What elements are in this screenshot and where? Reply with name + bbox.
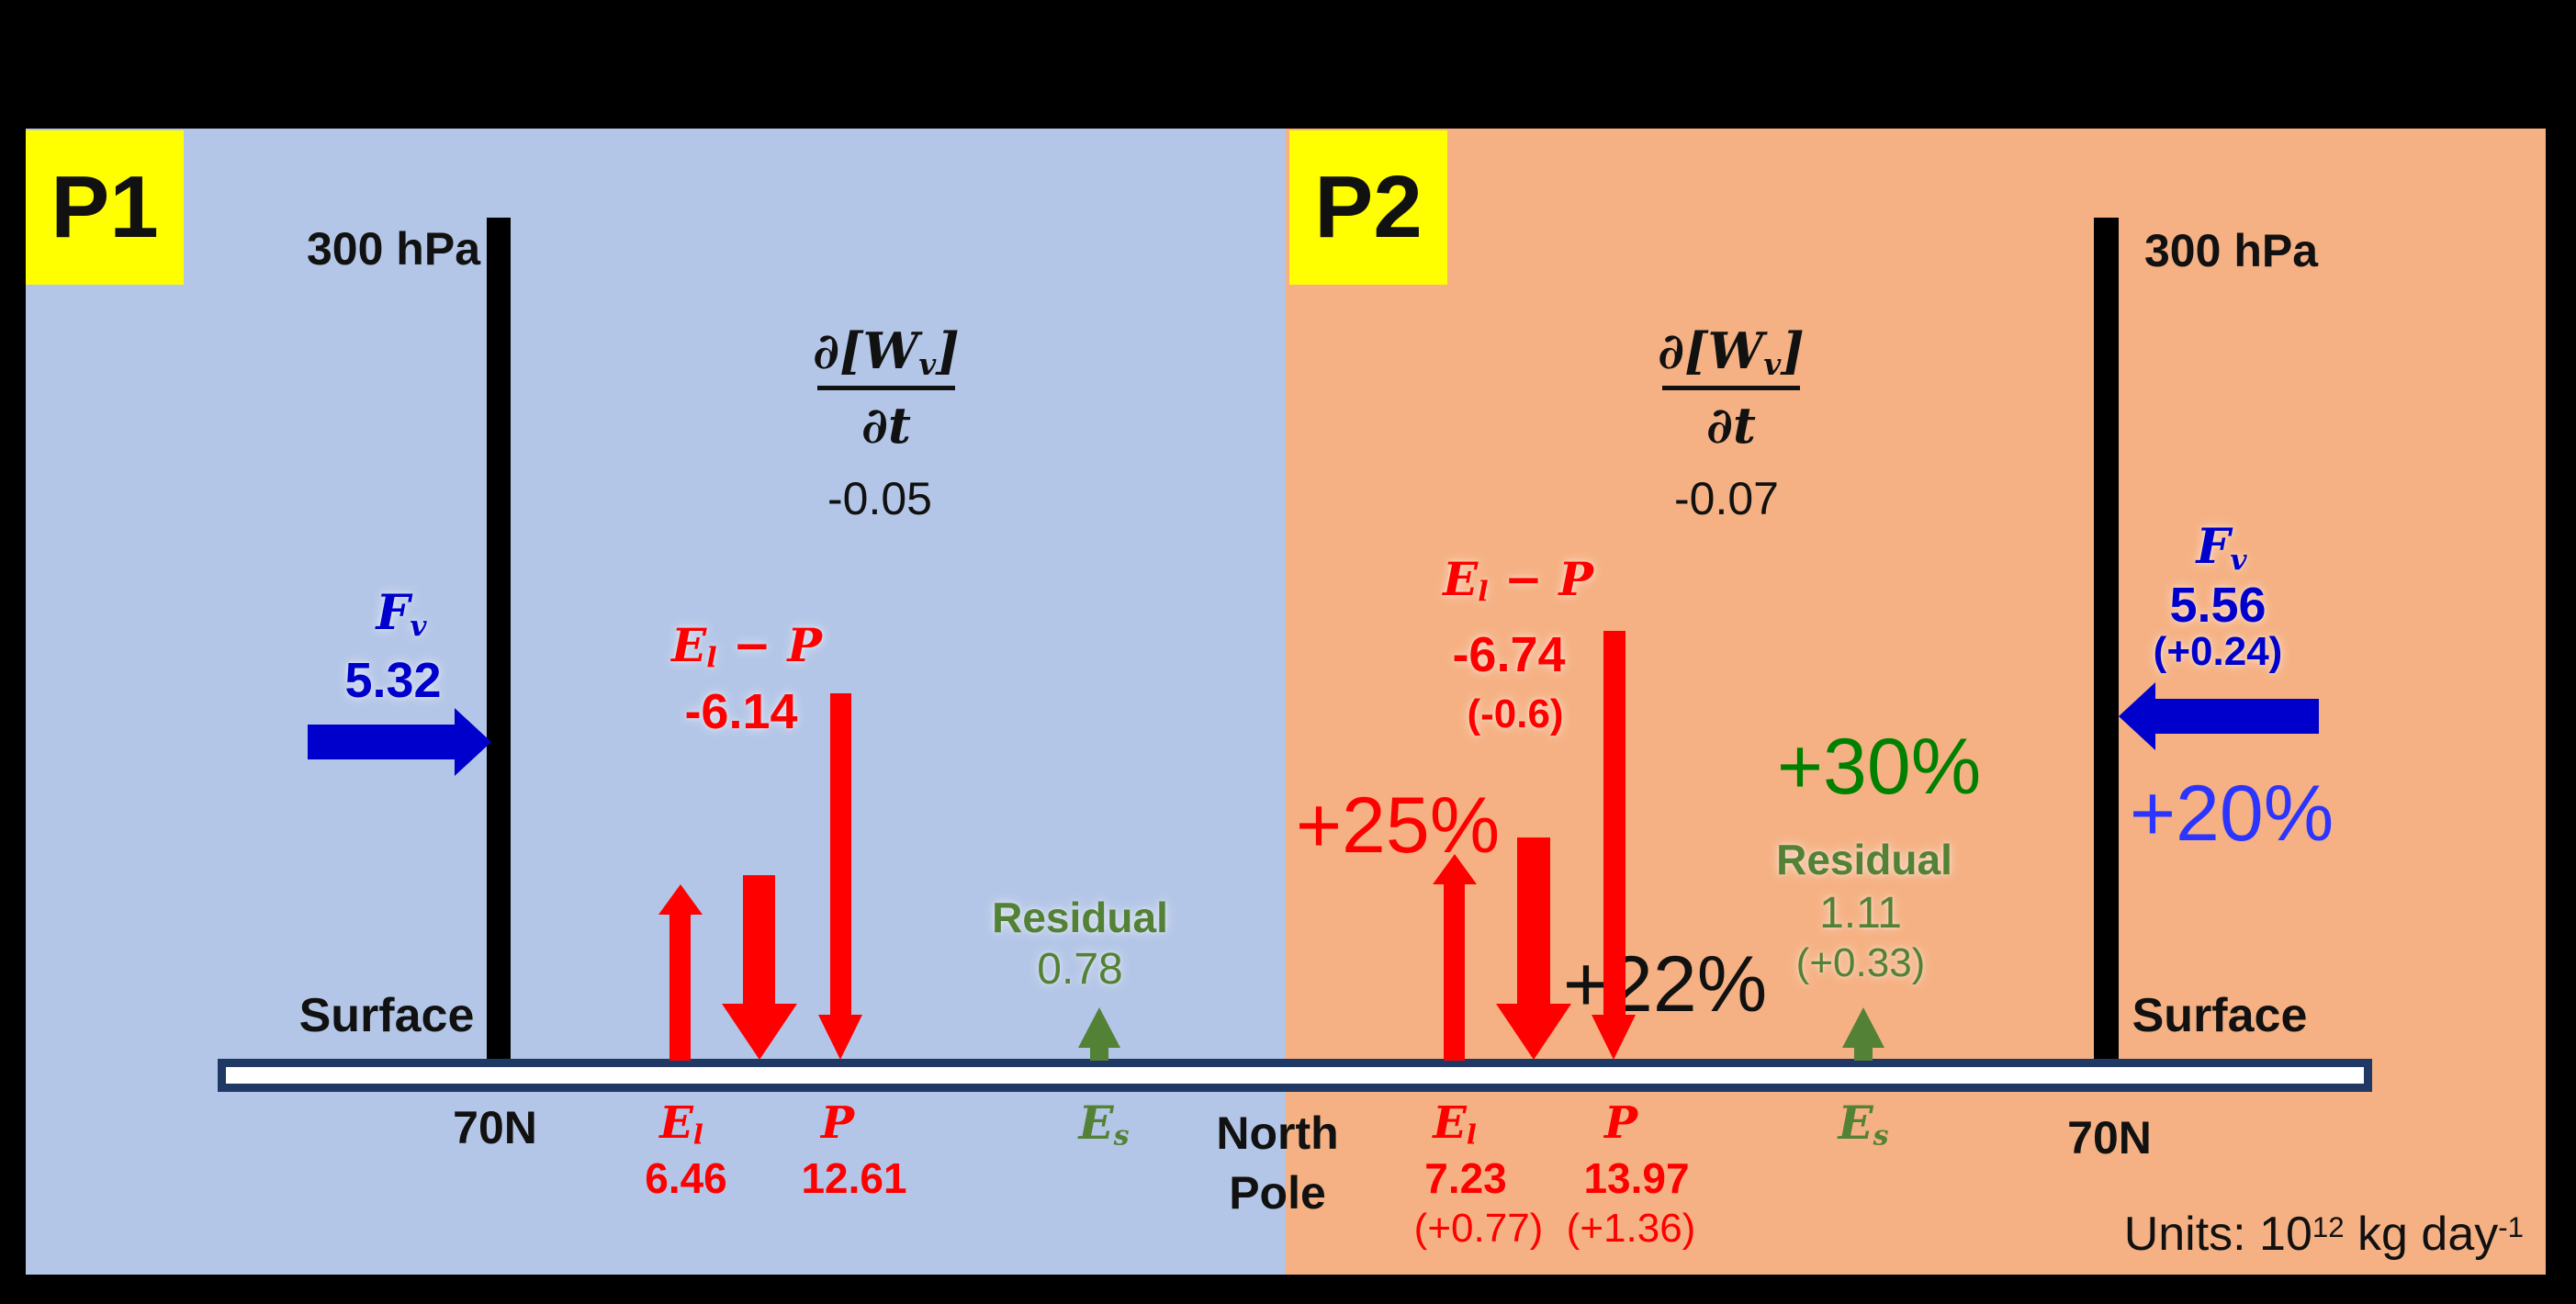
p2-precip-label: P — [1603, 1097, 1638, 1149]
p1-residual-value: 0.78 — [1037, 945, 1123, 994]
p2-storage-term: ∂[Wv] ∂t — [1658, 321, 1805, 455]
p2-surface-label: Surface — [2132, 989, 2308, 1042]
p2-fraction-bar — [1662, 386, 1800, 391]
p1-storage-term: ∂[Wv] ∂t — [813, 321, 960, 455]
p2-lat-label: 70N — [2067, 1112, 2152, 1163]
p1-residual-label: Residual — [992, 894, 1168, 941]
p2-storage-numerator: ∂[Wv] — [1658, 321, 1805, 383]
p2-net-arrow-shaft — [1517, 837, 1550, 1004]
surface-bar — [218, 1059, 2372, 1092]
p2-fv-label: Fv — [2196, 519, 2247, 577]
p2-300hpa-label: 300 hPa — [2144, 225, 2319, 276]
p1-fraction-bar — [817, 386, 955, 391]
p1-storage-numerator: ∂[Wv] — [813, 321, 960, 383]
p2-net-value: -6.74 — [1452, 627, 1566, 682]
p1-evap-arrow-head — [658, 884, 703, 915]
p1-residual-arrow-shaft — [1090, 1048, 1108, 1061]
p2-residual-delta: (+0.33) — [1795, 940, 1926, 985]
units-label: Units: 1012 kg day-1 — [2123, 1208, 2524, 1261]
p1-precip-arrow-shaft — [830, 693, 851, 1015]
p2-evap-label: El — [1433, 1097, 1477, 1151]
p1-residual-arrow-head — [1078, 1007, 1120, 1048]
p2-fv-arrow-shaft — [2155, 699, 2319, 734]
p1-evap-label: El — [659, 1097, 703, 1151]
p1-fv-arrow-shaft — [308, 725, 455, 759]
p1-lat-label: 70N — [453, 1102, 537, 1153]
p2-residual-arrow-head — [1842, 1007, 1884, 1048]
p1-atmosphere-column — [487, 218, 511, 1059]
p1-precip-value: 12.61 — [801, 1154, 907, 1202]
p1-es-label: Es — [1078, 1096, 1130, 1152]
p1-tag: P1 — [26, 130, 184, 285]
p1-tag-label: P1 — [51, 158, 159, 256]
p2-net-arrow-head — [1496, 1004, 1571, 1060]
p1-net-value: -6.14 — [684, 684, 798, 739]
p1-precip-arrow-head — [818, 1015, 862, 1060]
p2-net-delta: (-0.6) — [1467, 691, 1564, 736]
p2-evap-delta: (+0.77) — [1413, 1206, 1544, 1251]
p1-fv-label: Fv — [376, 585, 427, 643]
p2-net-label: El − P — [1443, 552, 1593, 609]
p1-evap-value: 6.46 — [645, 1154, 727, 1202]
p2-precip-arrow-shaft — [1603, 631, 1625, 1015]
north-pole-label-line2: Pole — [1229, 1167, 1326, 1219]
p1-net-arrow-head — [722, 1004, 797, 1060]
p2-precip-delta: (+1.36) — [1566, 1206, 1696, 1251]
p2-fv-delta: (+0.24) — [2153, 629, 2283, 674]
p2-precip-arrow-head — [1592, 1015, 1636, 1060]
p2-storage-value: -0.07 — [1674, 473, 1779, 524]
p2-evap-percent: +25% — [1295, 781, 1501, 870]
p1-precip-label: P — [820, 1097, 855, 1149]
p2-residual-percent: +30% — [1776, 723, 1982, 811]
p2-tag: P2 — [1289, 130, 1447, 285]
p2-evap-arrow-shaft — [1444, 883, 1465, 1061]
p1-net-label: El − P — [671, 618, 822, 675]
p2-precip-value: 13.97 — [1583, 1154, 1690, 1202]
p2-fv-value: 5.56 — [2169, 578, 2267, 633]
p2-es-label: Es — [1838, 1096, 1889, 1152]
p1-fv-arrow-head — [455, 708, 491, 776]
p2-tag-label: P2 — [1314, 158, 1423, 256]
p2-fv-arrow-head — [2119, 682, 2155, 750]
p2-precip-percent: +22% — [1562, 940, 1768, 1029]
p2-evap-arrow-head — [1433, 854, 1477, 884]
p2-storage-denominator: ∂t — [1706, 396, 1756, 455]
p2-evap-value: 7.23 — [1424, 1154, 1507, 1202]
p2-residual-arrow-shaft — [1854, 1048, 1873, 1061]
p2-atmosphere-column — [2094, 218, 2119, 1059]
p2-fv-percent: +20% — [2129, 770, 2334, 858]
p1-fv-value: 5.32 — [344, 653, 442, 708]
p1-net-arrow-shaft — [743, 875, 775, 1004]
p1-surface-label: Surface — [298, 989, 475, 1042]
p2-residual-value: 1.11 — [1819, 889, 1902, 938]
p1-storage-value: -0.05 — [827, 473, 932, 524]
p1-300hpa-label: 300 hPa — [306, 223, 480, 275]
p1-evap-arrow-shaft — [669, 914, 691, 1061]
north-pole-label-line1: North — [1216, 1107, 1339, 1159]
p1-storage-denominator: ∂t — [861, 396, 911, 455]
p2-residual-label: Residual — [1776, 836, 1952, 883]
